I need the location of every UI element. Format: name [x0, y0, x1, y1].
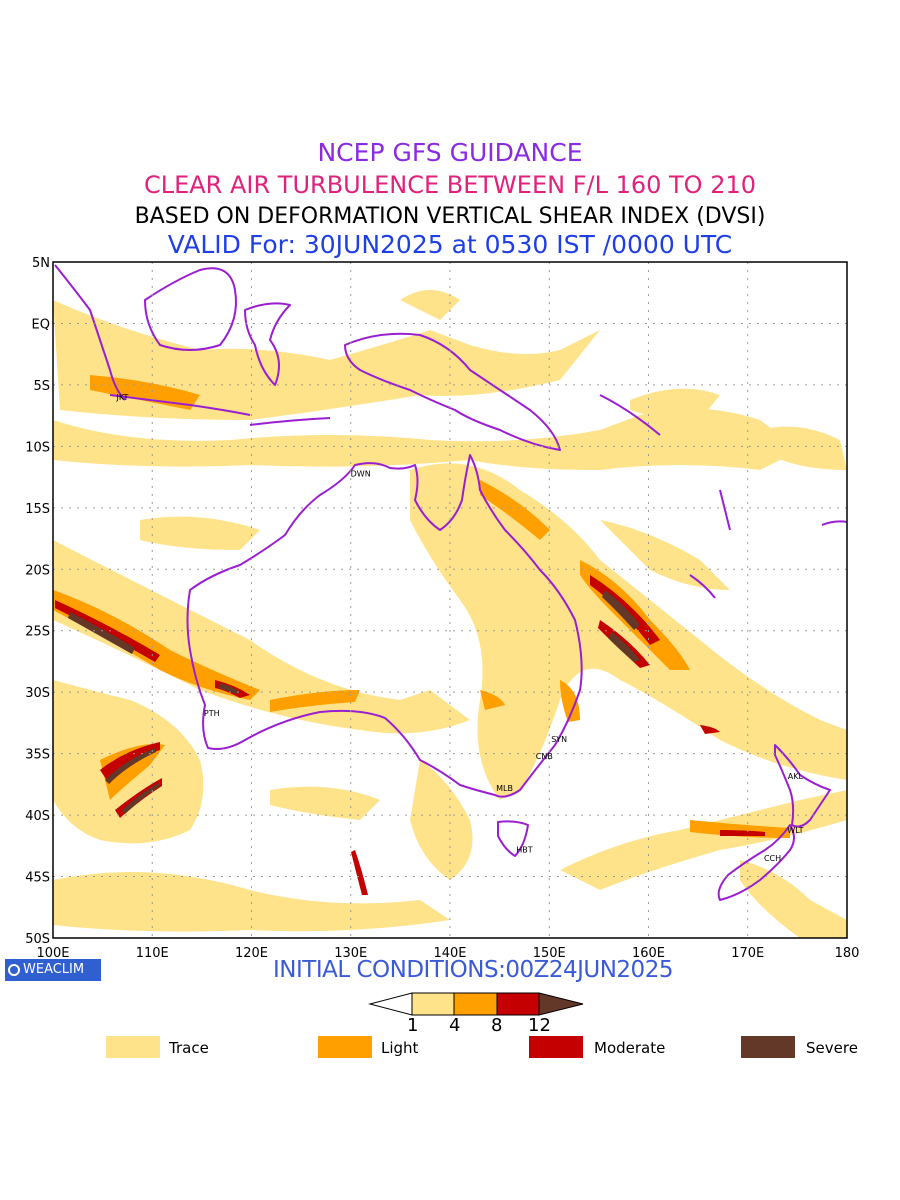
coast-nz-north [774, 744, 831, 828]
coast-tasmania [497, 820, 529, 857]
coast-sumatra [54, 264, 126, 401]
station-label: CCH [764, 854, 781, 863]
lat-label: 50S [25, 932, 50, 947]
lat-label: 40S [25, 809, 50, 824]
lon-label: 100E [36, 946, 69, 961]
coastlines [54, 264, 847, 901]
station-label: WLT [787, 826, 803, 835]
station-label: AKL [788, 772, 804, 781]
lat-label: EQ [32, 317, 50, 332]
coast-lesser-sunda [249, 417, 331, 426]
lat-label: 25S [25, 625, 50, 640]
title-method: BASED ON DEFORMATION VERTICAL SHEAR INDE… [134, 204, 766, 229]
lat-label: 15S [25, 502, 50, 517]
coast-new-guinea [344, 332, 561, 451]
coast-australia [186, 454, 583, 798]
station-label: SYN [551, 735, 567, 744]
title-model: NCEP GFS GUIDANCE [317, 138, 583, 167]
coast-borneo [144, 267, 237, 351]
lat-label: 5S [33, 379, 50, 394]
coast-fiji [821, 520, 847, 526]
legend-label-trace: Trace [169, 1039, 209, 1057]
lat-label: 30S [25, 686, 50, 701]
weaclim-badge: WEACLIM [5, 959, 101, 981]
lon-label: 110E [136, 946, 169, 961]
lon-label: 170E [731, 946, 764, 961]
lon-label: 150E [533, 946, 566, 961]
lon-label: 130E [334, 946, 367, 961]
station-label: CNB [536, 752, 553, 761]
latitude-axis-labels: 5N EQ 5S 10S 15S 20S 25S 30S 35S 40S 45S 50S [25, 256, 50, 947]
colorbar-tick-4: 4 [449, 1015, 461, 1036]
lat-label: 10S [25, 440, 50, 455]
lon-label: 160E [632, 946, 665, 961]
lon-label: 180 [835, 946, 860, 961]
coast-nz-south [717, 824, 795, 901]
legend-swatch-severe [741, 1036, 795, 1058]
badge-text: WEACLIM [23, 962, 85, 977]
station-label: PTH [204, 709, 220, 718]
colorbar-tick-1: 1 [407, 1015, 419, 1036]
station-label: JKT [116, 393, 129, 402]
map-frame [52, 261, 848, 939]
severe-turbulence-areas [68, 590, 640, 814]
coast-new-caledonia [689, 574, 716, 599]
title-product: CLEAR AIR TURBULENCE BETWEEN F/L 160 TO … [143, 171, 757, 199]
coast-vanuatu [719, 489, 731, 531]
initial-conditions: INITIAL CONDITIONS:00Z24JUN2025 [273, 957, 673, 983]
colorbar-tick-8: 8 [491, 1015, 503, 1036]
lat-label: 45S [25, 871, 50, 886]
station-label: MLB [496, 784, 513, 793]
station-labels: JKT DWN PTH SYN CNB MLB HBT AKL WLT CCH [116, 393, 804, 863]
lon-label: 120E [235, 946, 268, 961]
trace-turbulence-areas [53, 290, 847, 938]
station-label: DWN [351, 469, 371, 478]
legend-label-severe: Severe [806, 1039, 858, 1057]
legend-swatch-light [318, 1036, 372, 1058]
station-label: HBT [516, 846, 533, 855]
lat-lon-grid [53, 262, 847, 938]
lat-label: 20S [25, 563, 50, 578]
legend-label-light: Light [381, 1039, 419, 1057]
title-valid-time: VALID For: 30JUN2025 at 0530 IST /0000 U… [167, 230, 733, 259]
lat-label: 35S [25, 748, 50, 763]
colorbar-tick-12: 12 [528, 1015, 551, 1036]
legend-swatch-moderate [529, 1036, 583, 1058]
longitude-axis-labels: 100E 110E 120E 130E 140E 150E 160E 170E 180 [36, 946, 859, 961]
legend-label-moderate: Moderate [594, 1039, 666, 1057]
coast-solomon [599, 394, 661, 436]
coast-sulawesi [244, 302, 291, 386]
legend-swatch-trace [106, 1036, 160, 1058]
coast-java [109, 394, 251, 416]
circle-logo-icon [8, 964, 20, 976]
lon-label: 140E [433, 946, 466, 961]
lat-label: 5N [32, 256, 50, 271]
